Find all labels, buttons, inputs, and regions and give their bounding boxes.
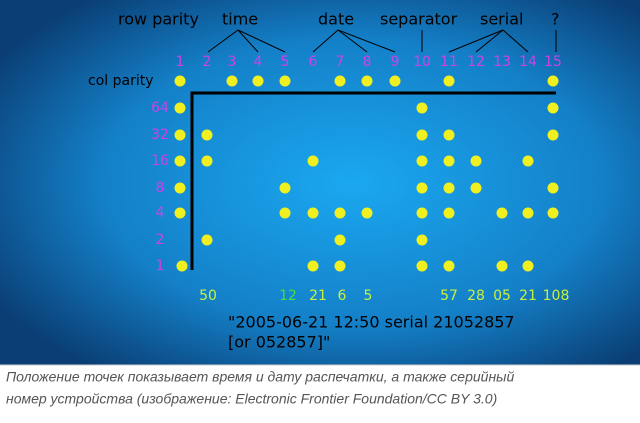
column-number: 11 — [440, 54, 458, 70]
tracking-dot — [470, 155, 482, 167]
tracking-dot — [470, 182, 482, 194]
tracking-dot — [334, 234, 346, 246]
tracking-dot — [201, 129, 213, 141]
tracking-dot — [307, 155, 319, 167]
decoded-value: 21 — [519, 288, 537, 304]
tracking-dot — [334, 260, 346, 272]
tracking-dot — [522, 207, 534, 219]
row-label: 4 — [156, 205, 165, 221]
tracking-dot — [496, 260, 508, 272]
column-number: 5 — [281, 54, 290, 70]
decoded-text: "2005-06-21 12:50 serial 21052857 — [228, 313, 515, 332]
caption: Положение точек показывает время и дату … — [6, 369, 514, 385]
tracking-dot — [174, 155, 186, 167]
tracking-dot — [547, 182, 559, 194]
tracking-dot — [443, 207, 455, 219]
decoded-value: 05 — [493, 288, 511, 304]
tracking-dot — [547, 102, 559, 114]
tracking-dot — [416, 207, 428, 219]
tracking-dot — [389, 75, 401, 87]
header-label: ? — [551, 10, 560, 29]
column-number: 13 — [493, 54, 511, 70]
column-number: 6 — [309, 54, 318, 70]
tracking-dot — [416, 155, 428, 167]
tracking-dot — [547, 207, 559, 219]
tracking-dot — [279, 207, 291, 219]
row-label: 64 — [151, 100, 169, 116]
decoded-text: [or 052857]" — [228, 333, 330, 352]
row-label: 32 — [151, 127, 169, 143]
decoded-value: 108 — [543, 288, 570, 304]
tracking-dot — [307, 260, 319, 272]
row-label: 8 — [156, 180, 165, 196]
tracking-dot — [361, 207, 373, 219]
label-connectors — [207, 29, 557, 53]
tracking-dot — [547, 129, 559, 141]
photo-background — [0, 0, 640, 365]
column-number: 12 — [467, 54, 485, 70]
caption: номер устройства (изображение: Electroni… — [6, 391, 497, 407]
tracking-dot — [443, 155, 455, 167]
column-number: 4 — [254, 54, 263, 70]
column-number: 10 — [413, 54, 431, 70]
tracking-dot — [416, 234, 428, 246]
col-parity-label: col parity — [88, 73, 154, 89]
tracking-dot — [174, 129, 186, 141]
tracking-dot — [201, 234, 213, 246]
tracking-dot — [174, 182, 186, 194]
row-label: 2 — [156, 232, 165, 248]
header-label: date — [318, 10, 354, 29]
header-label: separator — [380, 10, 458, 29]
tracking-dot — [416, 182, 428, 194]
decoded-value: 6 — [338, 288, 347, 304]
tracking-dot — [443, 260, 455, 272]
header-label: row parity — [118, 10, 199, 29]
tracking-dot — [443, 182, 455, 194]
tracking-dot — [201, 155, 213, 167]
tracking-dot — [416, 102, 428, 114]
tracking-dot — [522, 260, 534, 272]
column-number: 14 — [519, 54, 537, 70]
tracking-dots — [174, 75, 559, 272]
tracking-dot — [252, 75, 264, 87]
tracking-dot — [522, 155, 534, 167]
tracking-dot — [279, 75, 291, 87]
tracking-dot — [443, 129, 455, 141]
decoded-value: 57 — [440, 288, 458, 304]
tracking-dot — [174, 207, 186, 219]
column-number: 2 — [203, 54, 212, 70]
tracking-dot — [226, 75, 238, 87]
header-label: serial — [480, 10, 523, 29]
tracking-dot — [176, 260, 188, 272]
decoded-value: 50 — [199, 288, 217, 304]
tracking-dot — [174, 75, 186, 87]
tracking-dot — [416, 260, 428, 272]
header-label: time — [222, 10, 258, 29]
tracking-dot — [496, 207, 508, 219]
tracking-dot — [279, 182, 291, 194]
column-number: 3 — [228, 54, 237, 70]
tracking-dot — [416, 129, 428, 141]
grid-corner-line — [190, 91, 556, 270]
column-number: 1 — [176, 54, 185, 70]
decoded-value: 12 — [279, 288, 297, 304]
decoded-value: 5 — [364, 288, 373, 304]
tracking-dot — [334, 207, 346, 219]
column-number: 15 — [544, 54, 562, 70]
tracking-dot — [361, 75, 373, 87]
tracking-dot — [307, 207, 319, 219]
column-number: 8 — [363, 54, 372, 70]
row-label: 1 — [156, 258, 165, 274]
tracking-dot — [174, 102, 186, 114]
tracking-dot — [443, 75, 455, 87]
decoded-value: 21 — [309, 288, 327, 304]
column-number: 9 — [391, 54, 400, 70]
tracking-dot — [334, 75, 346, 87]
row-label: 16 — [151, 153, 169, 169]
decoded-value: 28 — [467, 288, 485, 304]
column-number: 7 — [336, 54, 345, 70]
tracking-dot — [547, 75, 559, 87]
